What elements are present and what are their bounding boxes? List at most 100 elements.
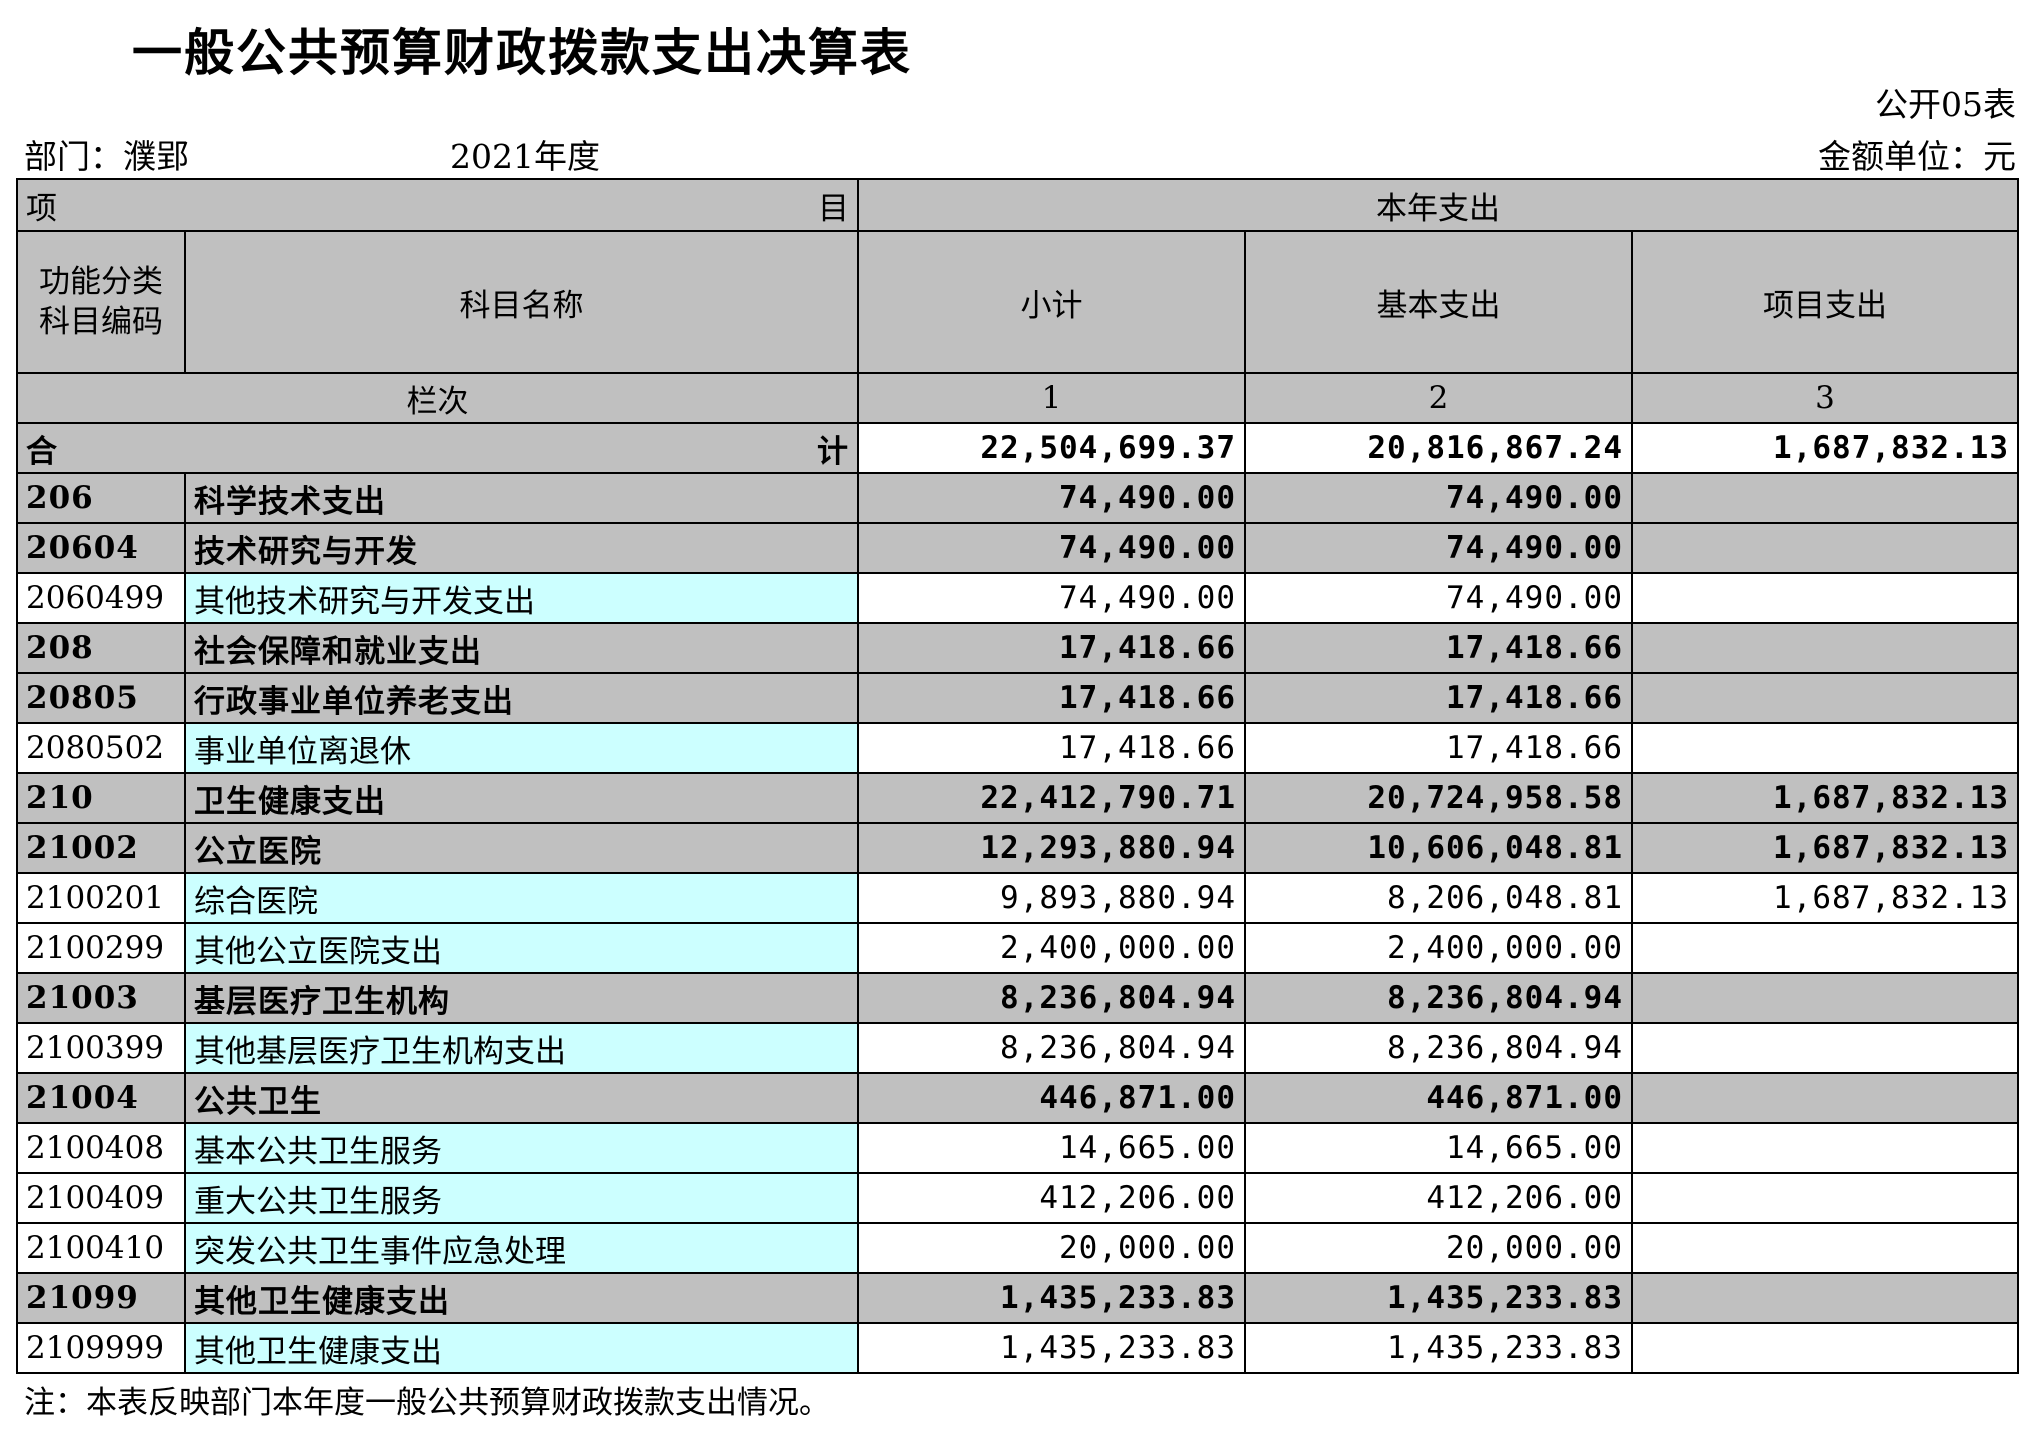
row-subtotal: 14,665.00: [857, 1122, 1246, 1174]
row-project: [1630, 672, 2020, 724]
row-subtotal: 12,293,880.94: [857, 822, 1246, 874]
header-row-column-numbers: 栏次 1 2 3: [16, 372, 2020, 424]
table-row: 2060499 其他技术研究与开发支出 74,490.00 74,490.00: [16, 572, 2020, 624]
fiscal-year: 2021年度: [450, 137, 600, 176]
row-name: 科学技术支出: [184, 472, 859, 524]
row-code: 20805: [16, 672, 186, 724]
header-column-no: 栏次: [16, 372, 859, 424]
row-code: 2100399: [16, 1022, 186, 1074]
row-basic: 1,435,233.83: [1244, 1272, 1633, 1324]
row-subtotal: 2,400,000.00: [857, 922, 1246, 974]
table-row: 206 科学技术支出 74,490.00 74,490.00: [16, 472, 2020, 524]
table-row: 21004 公共卫生 446,871.00 446,871.00: [16, 1072, 2020, 1124]
table-row: 20604 技术研究与开发 74,490.00 74,490.00: [16, 522, 2020, 574]
row-name: 技术研究与开发: [184, 522, 859, 574]
row-subtotal: 17,418.66: [857, 622, 1246, 674]
row-code: 2109999: [16, 1322, 186, 1374]
row-subtotal: 17,418.66: [857, 672, 1246, 724]
header-code-line2: 科目编码: [39, 304, 163, 340]
header-col-2: 2: [1244, 372, 1633, 424]
row-subtotal: 20,000.00: [857, 1222, 1246, 1274]
header-code-line1: 功能分类: [39, 264, 163, 300]
row-subtotal: 9,893,880.94: [857, 872, 1246, 924]
table-row: 2100410 突发公共卫生事件应急处理 20,000.00 20,000.00: [16, 1222, 2020, 1274]
row-name: 行政事业单位养老支出: [184, 672, 859, 724]
row-name: 其他技术研究与开发支出: [184, 572, 859, 624]
row-code: 2100408: [16, 1122, 186, 1174]
header-row-columns: 功能分类 科目编码 科目名称 小计 基本支出 项目支出: [16, 230, 2020, 374]
table-row: 2100299 其他公立医院支出 2,400,000.00 2,400,000.00: [16, 922, 2020, 974]
row-basic: 74,490.00: [1244, 472, 1633, 524]
table-row: 20805 行政事业单位养老支出 17,418.66 17,418.66: [16, 672, 2020, 724]
row-code: 2080502: [16, 722, 186, 774]
row-project: [1630, 522, 2020, 574]
row-project: 1,687,832.13: [1630, 822, 2020, 874]
header-subtotal: 小计: [857, 230, 1246, 374]
total-label-cell: 合 计: [16, 422, 859, 474]
header-row-top: 项 目 本年支出: [16, 178, 2020, 232]
amount-unit: 金额单位：元: [1818, 137, 2016, 176]
row-name: 事业单位离退休: [184, 722, 859, 774]
table-row: 210 卫生健康支出 22,412,790.71 20,724,958.58 1,687…: [16, 772, 2020, 824]
row-code: 21099: [16, 1272, 186, 1324]
row-subtotal: 74,490.00: [857, 522, 1246, 574]
table-row: 2100399 其他基层医疗卫生机构支出 8,236,804.94 8,236,804…: [16, 1022, 2020, 1074]
row-code: 206: [16, 472, 186, 524]
table-row: 2100408 基本公共卫生服务 14,665.00 14,665.00: [16, 1122, 2020, 1174]
row-code: 21003: [16, 972, 186, 1024]
row-name: 社会保障和就业支出: [184, 622, 859, 674]
header-code-cell: 功能分类 科目编码: [16, 230, 186, 374]
row-project: 1,687,832.13: [1630, 872, 2020, 924]
row-project: [1630, 1072, 2020, 1124]
row-name: 其他卫生健康支出: [184, 1322, 859, 1374]
row-basic: 446,871.00: [1244, 1072, 1633, 1124]
row-project: [1630, 1022, 2020, 1074]
row-basic: 14,665.00: [1244, 1122, 1633, 1174]
row-project: [1630, 722, 2020, 774]
total-basic: 20,816,867.24: [1244, 422, 1633, 474]
row-project: [1630, 972, 2020, 1024]
row-basic: 10,606,048.81: [1244, 822, 1633, 874]
row-name: 重大公共卫生服务: [184, 1172, 859, 1224]
row-name: 基层医疗卫生机构: [184, 972, 859, 1024]
row-project: [1630, 922, 2020, 974]
row-code: 2100299: [16, 922, 186, 974]
row-subtotal: 412,206.00: [857, 1172, 1246, 1224]
row-code: 2100410: [16, 1222, 186, 1274]
total-project: 1,687,832.13: [1630, 422, 2020, 474]
header-project: 项目支出: [1630, 230, 2020, 374]
row-basic: 8,236,804.94: [1244, 972, 1633, 1024]
row-basic: 20,724,958.58: [1244, 772, 1633, 824]
row-project: [1630, 572, 2020, 624]
total-subtotal: 22,504,699.37: [857, 422, 1246, 474]
row-code: 20604: [16, 522, 186, 574]
row-subtotal: 446,871.00: [857, 1072, 1246, 1124]
row-basic: 412,206.00: [1244, 1172, 1633, 1224]
row-subtotal: 22,412,790.71: [857, 772, 1246, 824]
row-basic: 1,435,233.83: [1244, 1322, 1633, 1374]
row-project: [1630, 1172, 2020, 1224]
row-code: 208: [16, 622, 186, 674]
header-col-3: 3: [1630, 372, 2020, 424]
row-code: 2100409: [16, 1172, 186, 1224]
row-project: [1630, 622, 2020, 674]
row-basic: 20,000.00: [1244, 1222, 1633, 1274]
row-project: [1630, 1322, 2020, 1374]
table-row: 21002 公立医院 12,293,880.94 10,606,048.81 1,687…: [16, 822, 2020, 874]
row-project: [1630, 472, 2020, 524]
row-project: [1630, 1272, 2020, 1324]
footnote: 注：本表反映部门本年度一般公共预算财政拨款支出情况。: [24, 1385, 830, 1421]
header-item-cell: 项 目: [16, 178, 859, 232]
department-label: 部门：濮郢: [24, 137, 189, 176]
row-project: 1,687,832.13: [1630, 772, 2020, 824]
table-row: 208 社会保障和就业支出 17,418.66 17,418.66: [16, 622, 2020, 674]
row-name: 其他基层医疗卫生机构支出: [184, 1022, 859, 1074]
header-basic: 基本支出: [1244, 230, 1633, 374]
table-row: 2109999 其他卫生健康支出 1,435,233.83 1,435,233.83: [16, 1322, 2020, 1374]
row-basic: 17,418.66: [1244, 672, 1633, 724]
row-name: 其他卫生健康支出: [184, 1272, 859, 1324]
expenditure-table: 项 目 本年支出 功能分类 科目编码 科目名称 小计 基本支出 项目支出: [16, 178, 2020, 1374]
row-subtotal: 8,236,804.94: [857, 1022, 1246, 1074]
table-row: 2080502 事业单位离退休 17,418.66 17,418.66: [16, 722, 2020, 774]
